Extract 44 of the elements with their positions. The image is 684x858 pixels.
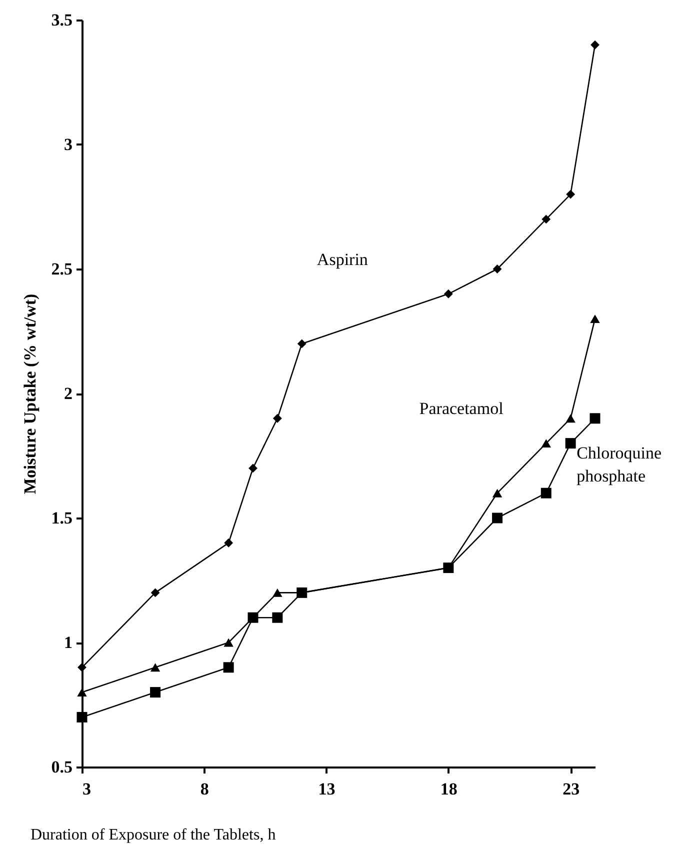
text: Paracetamol: [419, 399, 504, 418]
y-axis-title: Moisture Uptake (% wt/wt): [20, 294, 40, 494]
x-tick-label: 13: [318, 780, 336, 798]
point: [150, 588, 160, 598]
point: [492, 264, 502, 274]
y-tick-label: 2: [64, 384, 72, 403]
x-tick-label: 23: [562, 780, 580, 798]
point: [492, 488, 502, 498]
point: [150, 663, 160, 672]
x-axis-title: Duration of Exposure of the Tablets, h: [30, 826, 276, 844]
point: [77, 688, 87, 697]
point: [224, 538, 234, 548]
point: [565, 438, 576, 449]
point: [78, 662, 86, 672]
point: [248, 464, 258, 473]
point: [542, 214, 551, 224]
y-tick-label: 3: [64, 135, 72, 154]
point: [76, 712, 88, 722]
y-tick-label: 1.5: [51, 508, 72, 528]
point: [272, 612, 283, 623]
point: [540, 488, 552, 498]
point: [566, 414, 576, 423]
point: [444, 289, 453, 298]
x-tick-label: 3: [82, 780, 91, 798]
point: [272, 588, 282, 597]
point: [566, 190, 576, 199]
text: Aspirin: [316, 250, 368, 269]
point: [224, 638, 234, 647]
y-tick-label: 2.5: [51, 260, 72, 278]
y-tick-label: 3.5: [51, 10, 72, 30]
point: [223, 662, 234, 673]
y-tick-label: 1: [64, 633, 72, 652]
point: [590, 40, 600, 50]
series-label: Chloroquine phosphate: [576, 443, 662, 486]
point: [492, 512, 503, 524]
x-tick-label: 8: [200, 780, 209, 798]
point: [272, 414, 282, 423]
point: [590, 314, 600, 324]
y-tick-label: 0.5: [51, 758, 72, 776]
point: [297, 339, 306, 348]
point: [590, 413, 600, 424]
point: [541, 439, 552, 448]
point: [150, 687, 161, 698]
x-tick-label: 18: [440, 780, 458, 798]
